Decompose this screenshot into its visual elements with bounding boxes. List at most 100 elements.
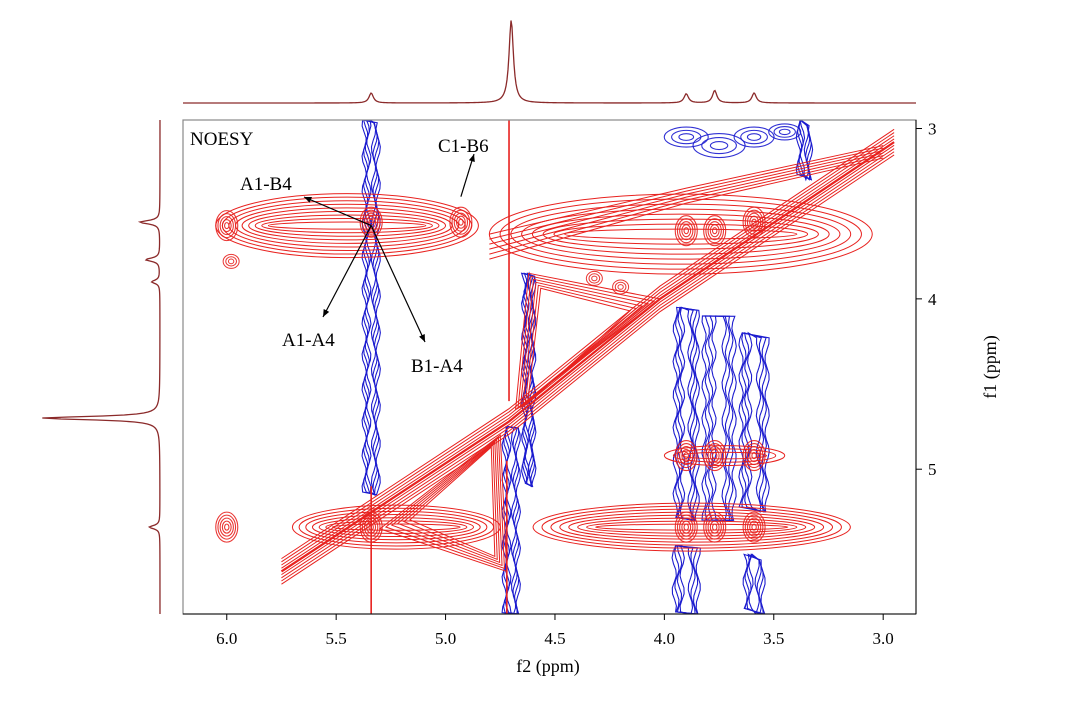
positive-cross-peak <box>676 218 696 244</box>
y-axis-title: f1 (ppm) <box>980 335 1001 398</box>
band-wedge <box>489 145 884 235</box>
positive-cross-peak <box>679 221 694 241</box>
negative-cross-peak <box>746 133 762 141</box>
negative-stripe <box>707 315 731 521</box>
annotations: A1-B4 A1-A4 B1-A4 C1-B6 <box>240 136 489 377</box>
band-f1-3.57 <box>248 210 447 241</box>
band-f1-3.6 <box>521 208 841 260</box>
positive-cross-peak <box>588 273 601 284</box>
positive-cross-peak <box>219 216 234 236</box>
negative-cross-peak <box>663 126 709 148</box>
negative-stripe <box>674 545 699 614</box>
positive-cross-peak <box>703 440 727 472</box>
negative-cross-peak <box>768 123 802 141</box>
positive-cross-peak <box>458 218 464 226</box>
positive-cross-peak <box>709 224 720 238</box>
negative-stripe <box>746 553 762 614</box>
positive-cross-peak <box>705 514 725 540</box>
negative-stripe <box>798 120 811 181</box>
band-f1-5.34 <box>291 504 501 550</box>
positive-cross-peak <box>676 443 696 469</box>
negative-cross-peak <box>778 128 791 136</box>
positive-cross-peak <box>711 523 718 531</box>
negative-stripe <box>711 315 727 521</box>
band-f1-3.57 <box>221 196 473 255</box>
band-f1-3.6 <box>531 213 830 255</box>
negative-stripe <box>361 120 381 496</box>
negative-stripe <box>738 332 770 513</box>
negative-stripe <box>701 315 737 521</box>
negative-stripe <box>366 120 377 497</box>
annotation-arrow <box>322 225 372 318</box>
positive-cross-peak <box>742 206 766 238</box>
band-f1-3.6 <box>488 193 873 275</box>
positive-cross-peak <box>217 213 237 239</box>
negative-cross-peak <box>773 126 796 138</box>
positive-cross-peak <box>751 452 757 460</box>
y-tick-label: 5 <box>928 460 937 479</box>
diagonal-region <box>522 281 644 408</box>
positive-cross-peak <box>221 219 232 233</box>
positive-cross-peak <box>683 452 690 460</box>
negative-cross-peak <box>709 141 729 151</box>
band-f1-5.34-right <box>559 511 825 543</box>
x-tick-label: 4.5 <box>544 629 565 648</box>
y-tick-label: 3 <box>928 120 937 139</box>
positive-cross-peak <box>703 215 727 247</box>
annotation-arrow-head <box>323 309 330 317</box>
negative-stripe <box>679 306 693 522</box>
diagonal-contour <box>281 148 895 579</box>
band-f1-3.6 <box>499 198 862 270</box>
top-projection <box>182 20 917 104</box>
positive-cross-peak <box>707 446 722 466</box>
positive-cross-peak <box>751 218 757 226</box>
negative-stripe <box>796 120 813 181</box>
positive-cross-peak <box>749 449 760 463</box>
band-f1-4.92 <box>663 445 786 467</box>
positive-cross-peak <box>683 523 690 531</box>
positive-cross-peak <box>224 523 230 531</box>
band-wedge <box>489 157 884 260</box>
positive-cross-peak <box>614 281 627 293</box>
band-f1-5.34 <box>298 507 495 547</box>
positive-cross-peak <box>217 514 237 540</box>
positive-cross-peak <box>709 449 720 463</box>
diagonal-region <box>524 284 638 407</box>
annotation-arrow <box>460 153 475 197</box>
x-tick-label: 3.5 <box>763 629 784 648</box>
positive-cross-peak <box>585 270 603 286</box>
diagonal-region <box>378 434 508 573</box>
x-tick-label: 6.0 <box>216 629 237 648</box>
positive-cross-peak <box>681 224 692 238</box>
positive-cross-peak <box>679 517 694 537</box>
band-f1-5.34-right <box>550 508 834 546</box>
positive-cross-peak <box>225 256 237 267</box>
annotation-label: C1-B6 <box>438 136 489 157</box>
positive-cross-peak <box>711 227 718 235</box>
band-wedge <box>489 152 884 250</box>
positive-cross-peak <box>746 517 762 537</box>
positive-cross-peak <box>746 446 762 466</box>
negative-stripe <box>744 553 764 614</box>
diagonal-contour <box>281 132 895 563</box>
negative-stripe <box>506 425 517 614</box>
positive-cross-peak <box>215 511 239 543</box>
positive-cross-peak <box>744 443 764 469</box>
band-f1-5.34 <box>318 517 475 538</box>
positive-cross-peak <box>617 284 624 290</box>
positive-cross-peak <box>219 517 234 537</box>
band-f1-5.34 <box>331 523 461 531</box>
x-tick-label: 4.0 <box>654 629 675 648</box>
positive-cross-peak <box>674 440 698 472</box>
diagonal-region <box>390 438 503 567</box>
positive-cross-peak <box>681 520 692 534</box>
positive-cross-peak <box>707 517 722 537</box>
band-wedge <box>489 147 884 240</box>
x-axis-title: f2 (ppm) <box>516 656 579 677</box>
positive-cross-peak <box>451 209 471 235</box>
negative-stripe <box>501 426 521 614</box>
negative-stripe <box>742 553 766 614</box>
annotation-label: B1-A4 <box>411 356 463 377</box>
